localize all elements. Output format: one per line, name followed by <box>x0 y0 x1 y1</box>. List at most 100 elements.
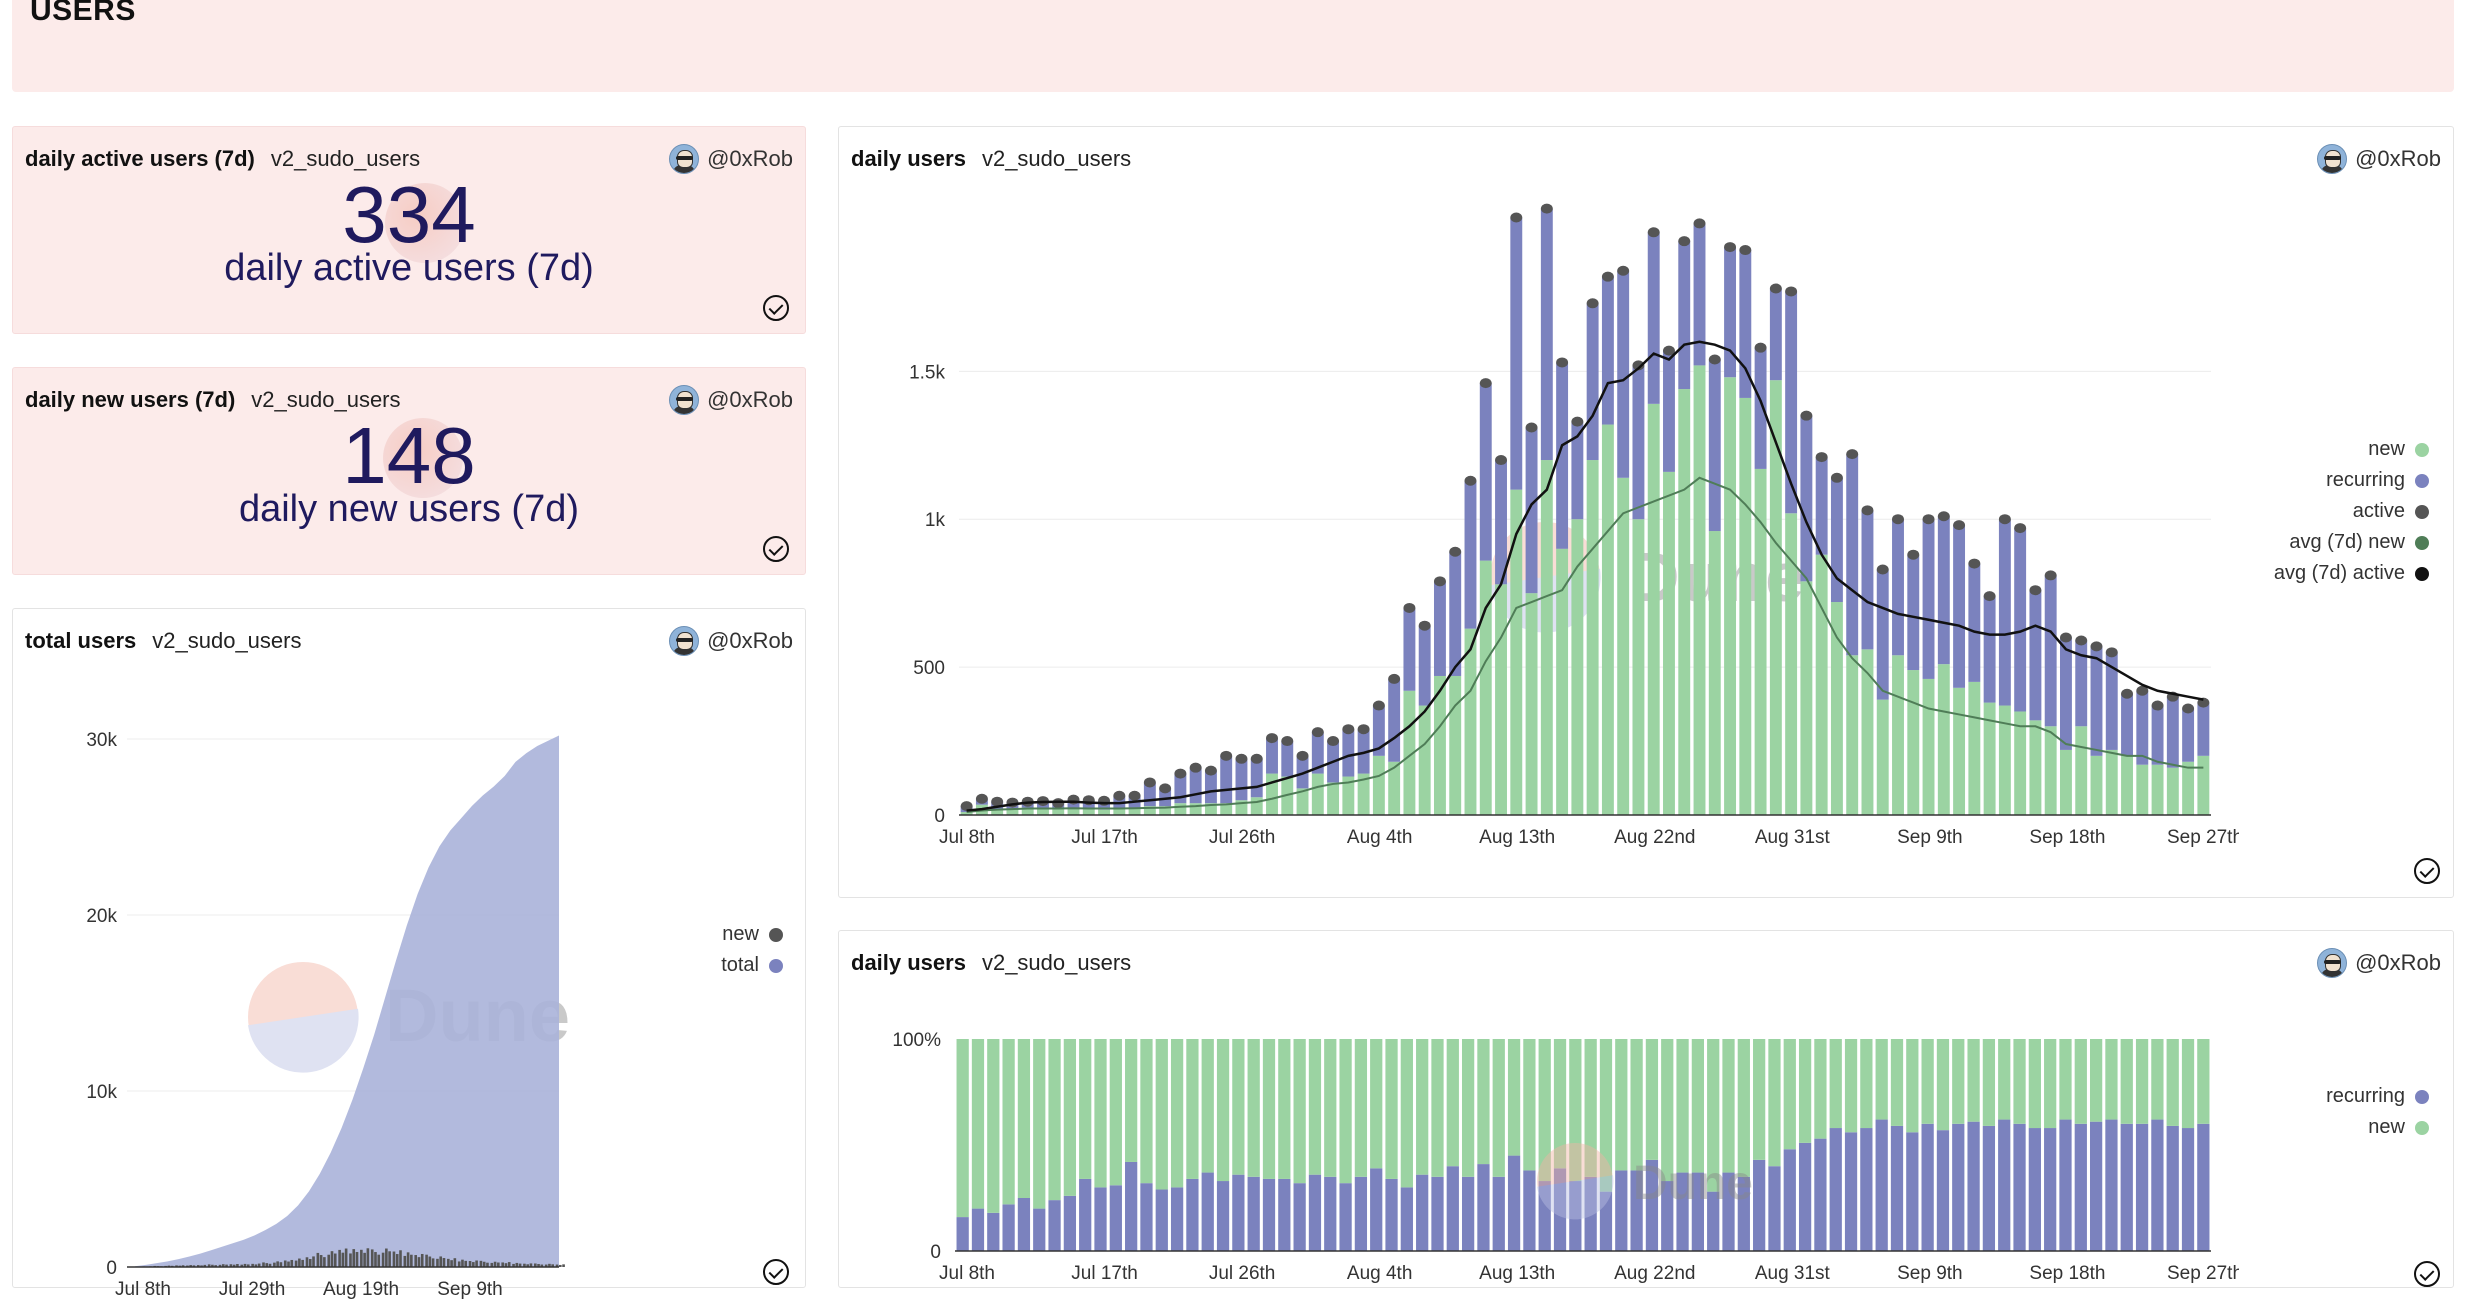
recurring-bar <box>1232 1175 1244 1251</box>
legend-item[interactable]: new <box>593 919 783 950</box>
new-bar <box>2060 750 2072 815</box>
new-bar <box>2029 720 2041 815</box>
recurring-bar <box>1018 1198 1030 1251</box>
active-point <box>1358 724 1370 734</box>
x-tick-label: Sep 18th <box>2029 1263 2105 1284</box>
active-point <box>1617 266 1629 276</box>
recurring-bar <box>1938 516 1950 664</box>
new-bar <box>1891 1039 1903 1126</box>
recurring-bar <box>1923 519 1935 679</box>
active-point <box>1480 378 1492 388</box>
active-point <box>1587 298 1599 308</box>
recurring-bar <box>1617 271 1629 478</box>
check-circle-icon[interactable] <box>763 1259 789 1285</box>
panel-title[interactable]: total users <box>25 628 136 654</box>
panel-query-name[interactable]: v2_sudo_users <box>152 628 301 654</box>
legend-item[interactable]: recurring <box>2189 465 2429 496</box>
new-bar <box>1938 664 1950 815</box>
new-bar <box>1587 460 1599 815</box>
recurring-bar <box>987 1213 999 1251</box>
active-point <box>1220 751 1232 761</box>
legend-item[interactable]: new <box>2189 1112 2429 1143</box>
recurring-bar <box>1678 241 1690 389</box>
legend-item[interactable]: avg (7d) active <box>2189 558 2429 589</box>
panel-title[interactable]: daily active users (7d) <box>25 146 255 172</box>
active-point <box>2182 704 2194 714</box>
new-bar <box>469 1261 472 1267</box>
owner-name: @0xRob <box>2355 950 2441 976</box>
owner-name: @0xRob <box>707 387 793 413</box>
owner-link[interactable]: @0xRob <box>669 385 793 415</box>
owner-link[interactable]: @0xRob <box>2317 948 2441 978</box>
recurring-bar <box>1493 1177 1505 1251</box>
x-tick-label: Aug 31st <box>1755 827 1831 848</box>
dau-counter-panel: daily active users (7d) v2_sudo_users @0… <box>12 126 806 334</box>
recurring-bar <box>1755 348 1767 469</box>
new-bar <box>1602 425 1614 815</box>
recurring-bar <box>1830 1128 1842 1251</box>
legend-item[interactable]: recurring <box>2189 1081 2429 1112</box>
new-bar <box>374 1252 377 1267</box>
recurring-bar <box>1663 351 1675 472</box>
recurring-bar <box>1278 1179 1290 1251</box>
recurring-bar <box>1217 1181 1229 1251</box>
x-tick-label: Jul 8th <box>939 827 995 848</box>
recurring-bar <box>2151 1120 2163 1251</box>
recurring-bar <box>2167 697 2179 768</box>
recurring-bar <box>1541 209 1553 460</box>
recurring-bar <box>1937 1130 1949 1251</box>
owner-link[interactable]: @0xRob <box>669 144 793 174</box>
legend-item[interactable]: avg (7d) new <box>2189 527 2429 558</box>
active-point <box>1312 727 1324 737</box>
new-bar <box>436 1259 439 1267</box>
new-bar <box>483 1262 486 1267</box>
y-tick-label: 0 <box>930 1242 941 1263</box>
check-circle-icon[interactable] <box>763 295 789 321</box>
new-bar <box>1094 1039 1106 1187</box>
new-bar <box>1278 1039 1290 1179</box>
new-bar <box>1906 1039 1918 1132</box>
panel-query-name[interactable]: v2_sudo_users <box>982 146 1131 172</box>
active-point <box>1144 777 1156 787</box>
new-bar <box>388 1251 391 1267</box>
new-bar <box>342 1253 345 1267</box>
legend-label: active <box>2353 500 2405 523</box>
panel-title[interactable]: daily users <box>851 950 966 976</box>
new-bar <box>1079 1039 1091 1179</box>
new-bar <box>1692 1039 1704 1173</box>
panel-header: daily users v2_sudo_users @0xRob <box>851 141 2441 177</box>
active-point <box>1556 357 1568 367</box>
new-bar <box>1508 1039 1520 1156</box>
check-circle-icon[interactable] <box>2414 1261 2440 1287</box>
new-bar <box>1816 555 1828 815</box>
legend-item[interactable]: active <box>2189 496 2429 527</box>
owner-link[interactable]: @0xRob <box>2317 144 2441 174</box>
check-circle-icon[interactable] <box>2414 858 2440 884</box>
panel-query-name[interactable]: v2_sudo_users <box>251 387 400 413</box>
recurring-bar <box>1434 581 1446 676</box>
new-bar <box>1110 1039 1122 1185</box>
new-bar <box>1327 782 1339 815</box>
panel-title[interactable]: daily users <box>851 146 966 172</box>
legend-item[interactable]: new <box>2189 434 2429 465</box>
recurring-bar <box>1171 1187 1183 1251</box>
new-bar <box>2091 756 2103 815</box>
new-bar <box>309 1259 312 1267</box>
new-bar <box>349 1253 352 1267</box>
recurring-bar <box>1388 679 1400 762</box>
panel-query-name[interactable]: v2_sudo_users <box>982 950 1131 976</box>
active-point <box>1571 417 1583 427</box>
panel-title[interactable]: daily new users (7d) <box>25 387 235 413</box>
recurring-bar <box>2121 694 2133 756</box>
avatar <box>2317 144 2347 174</box>
new-bar <box>1892 655 1904 815</box>
new-bar <box>1541 460 1553 815</box>
panel-query-name[interactable]: v2_sudo_users <box>271 146 420 172</box>
legend-item[interactable]: total <box>593 950 783 981</box>
owner-link[interactable]: @0xRob <box>669 626 793 656</box>
new-bar <box>1140 1039 1152 1183</box>
check-circle-icon[interactable] <box>763 536 789 562</box>
recurring-bar <box>1248 1177 1260 1251</box>
